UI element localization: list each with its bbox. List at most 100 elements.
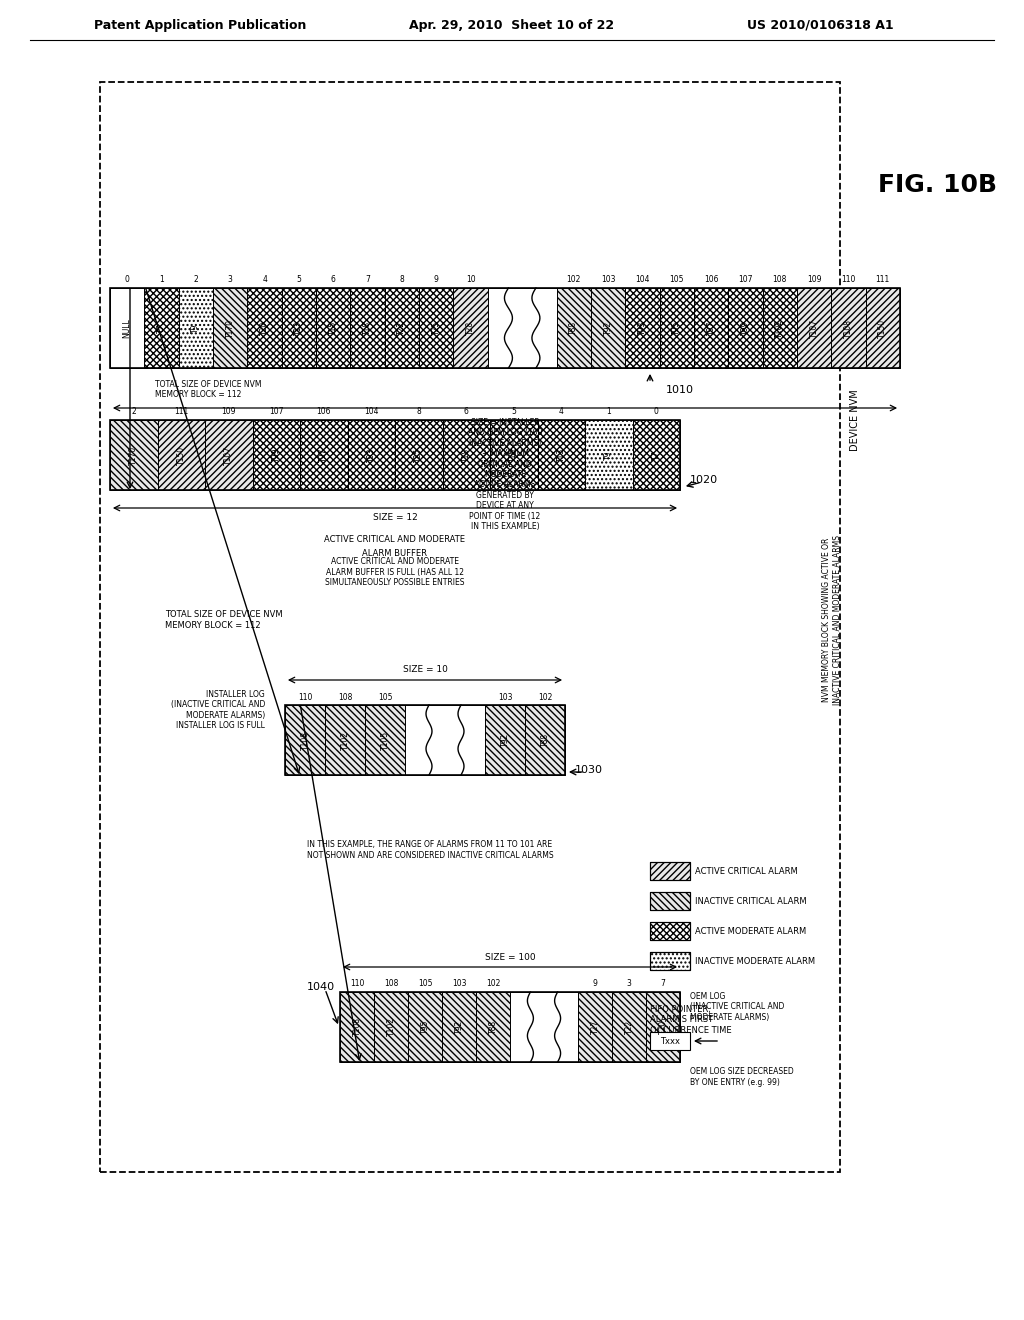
Text: 10: 10 (466, 276, 475, 285)
Bar (395, 420, 442, 490)
Text: 1030: 1030 (575, 766, 603, 775)
Text: Patent Application Publication: Patent Application Publication (94, 18, 306, 32)
Text: T15: T15 (509, 447, 518, 462)
Text: 103: 103 (452, 979, 466, 989)
Text: 108: 108 (338, 693, 352, 701)
Bar (578, 993, 612, 1063)
Text: 103: 103 (498, 693, 512, 701)
Bar (831, 288, 865, 368)
Text: T92: T92 (603, 321, 612, 335)
Bar (158, 420, 205, 490)
Text: 111: 111 (876, 276, 890, 285)
Text: T88: T88 (541, 733, 550, 747)
Text: T92: T92 (501, 733, 510, 747)
Bar (728, 288, 763, 368)
Bar (510, 993, 578, 1063)
Text: T108: T108 (300, 730, 309, 750)
Text: TOTAL SIZE OF DEVICE NVM
MEMORY BLOCK = 112: TOTAL SIZE OF DEVICE NVM MEMORY BLOCK = … (155, 380, 261, 400)
Text: US 2010/0106318 A1: US 2010/0106318 A1 (746, 18, 893, 32)
Text: 107: 107 (738, 276, 753, 285)
Text: 0: 0 (653, 408, 658, 417)
Text: 102: 102 (538, 693, 552, 701)
Bar (585, 420, 633, 490)
Text: T99: T99 (741, 321, 750, 335)
Text: T9: T9 (604, 450, 613, 459)
Bar (110, 420, 158, 490)
Text: INACTIVE MODERATE ALARM: INACTIVE MODERATE ALARM (695, 957, 815, 965)
Bar (538, 420, 585, 490)
Text: 7: 7 (660, 979, 666, 989)
Bar (406, 705, 485, 775)
Text: T99: T99 (271, 447, 281, 462)
Text: 5: 5 (297, 276, 301, 285)
Text: 6: 6 (331, 276, 336, 285)
Text: 102: 102 (566, 276, 581, 285)
Text: ACTIVE MODERATE ALARM: ACTIVE MODERATE ALARM (695, 927, 806, 936)
Text: T95: T95 (672, 321, 681, 335)
Text: ACTIVE CRITICAL AND MODERATE: ACTIVE CRITICAL AND MODERATE (325, 536, 466, 544)
Text: 9: 9 (593, 979, 597, 989)
Text: 111: 111 (174, 408, 188, 417)
Text: 102: 102 (485, 979, 500, 989)
Bar (110, 288, 900, 368)
Bar (487, 288, 556, 368)
Text: T150: T150 (177, 445, 185, 465)
Bar (633, 420, 680, 490)
Bar (408, 993, 442, 1063)
Text: T9: T9 (191, 323, 201, 333)
Bar (490, 420, 538, 490)
Text: INSTALLER LOG
(INACTIVE CRITICAL AND
MODERATE ALARMS)
INSTALLER LOG IS FULL: INSTALLER LOG (INACTIVE CRITICAL AND MOD… (171, 690, 265, 730)
Text: 109: 109 (221, 408, 236, 417)
Text: ACTIVE CRITICAL ALARM: ACTIVE CRITICAL ALARM (695, 866, 798, 875)
Text: FIG. 10B: FIG. 10B (879, 173, 997, 197)
Text: NULL: NULL (123, 318, 132, 338)
Bar (650, 952, 690, 970)
Text: OEM LOG
(INACTIVE CRITICAL AND
MODERATE ALARMS): OEM LOG (INACTIVE CRITICAL AND MODERATE … (690, 993, 784, 1022)
Bar (179, 288, 213, 368)
Bar (110, 420, 680, 490)
Text: T18: T18 (364, 321, 372, 335)
Text: Apr. 29, 2010  Sheet 10 of 22: Apr. 29, 2010 Sheet 10 of 22 (410, 18, 614, 32)
Text: T107: T107 (810, 318, 818, 338)
Bar (556, 288, 591, 368)
Text: T7: T7 (651, 450, 660, 459)
Text: 8: 8 (417, 408, 421, 417)
Bar (797, 288, 831, 368)
Text: 1: 1 (606, 408, 611, 417)
Text: IN THIS EXAMPLE, THE RANGE OF ALARMS FROM 11 TO 101 ARE
NOT SHOWN AND ARE CONSID: IN THIS EXAMPLE, THE RANGE OF ALARMS FRO… (306, 841, 553, 859)
Text: T7: T7 (157, 323, 166, 333)
Text: T92: T92 (455, 1020, 464, 1034)
Text: 1020: 1020 (690, 475, 718, 484)
Bar (650, 862, 690, 880)
Bar (325, 705, 365, 775)
Text: T25: T25 (432, 321, 440, 335)
Bar (365, 705, 406, 775)
Bar (650, 892, 690, 909)
Bar (285, 705, 565, 775)
Text: T107: T107 (224, 445, 233, 465)
Text: SIZE = 12: SIZE = 12 (373, 513, 418, 523)
Text: T108: T108 (352, 1018, 361, 1036)
Text: T170: T170 (129, 445, 138, 465)
Bar (110, 288, 144, 368)
Text: 106: 106 (703, 276, 719, 285)
Text: SIZE = INSTALLER
AND OEM LOG (100
INACTIVE ALARMS)
+ MAXIMUM
CRITICAL AND
MODERA: SIZE = INSTALLER AND OEM LOG (100 INACTI… (468, 418, 543, 531)
Bar (626, 288, 659, 368)
Text: ACTIVE CRITICAL AND MODERATE
ALARM BUFFER IS FULL (HAS ALL 12
SIMULTANEOUSLY POS: ACTIVE CRITICAL AND MODERATE ALARM BUFFE… (326, 557, 465, 587)
Text: DEVICE NVM: DEVICE NVM (850, 389, 860, 451)
Bar (525, 705, 565, 775)
Bar (285, 705, 325, 775)
Bar (650, 892, 690, 909)
Text: T15: T15 (329, 321, 338, 335)
Text: 105: 105 (670, 276, 684, 285)
Text: 8: 8 (399, 276, 404, 285)
Text: T28: T28 (466, 321, 475, 335)
Text: T150: T150 (879, 318, 888, 338)
Text: 7: 7 (366, 276, 370, 285)
Text: 1040: 1040 (307, 982, 335, 993)
Text: T18: T18 (462, 447, 471, 462)
Text: T22: T22 (397, 321, 407, 335)
Bar (485, 705, 525, 775)
Text: 110: 110 (350, 979, 365, 989)
Text: 1010: 1010 (666, 385, 694, 395)
